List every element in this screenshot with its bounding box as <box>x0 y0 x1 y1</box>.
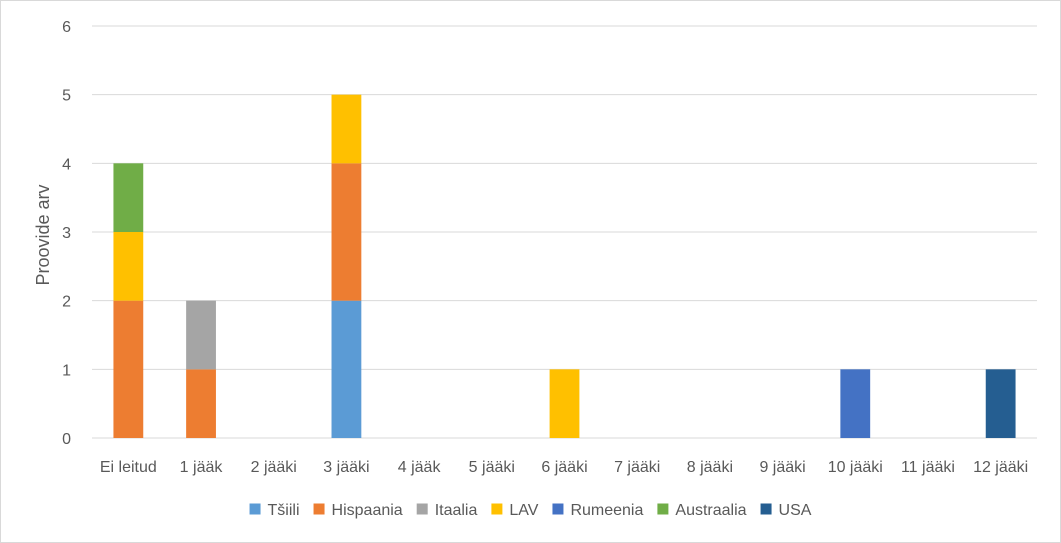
legend-swatch <box>249 503 261 515</box>
legend-label: Rumeenia <box>570 502 643 519</box>
x-tick-label: 5 jääki <box>469 459 515 476</box>
legend-swatch <box>313 503 325 515</box>
x-tick-label: 6 jääki <box>541 459 587 476</box>
bar-segment <box>985 369 1016 438</box>
x-tick-label: 8 jääki <box>687 459 733 476</box>
bars <box>113 94 1016 438</box>
legend-label: Austraalia <box>675 502 746 519</box>
y-tick-label: 2 <box>62 294 71 311</box>
x-tick-label: 11 jääki <box>901 459 955 476</box>
bar-segment <box>186 369 216 438</box>
legend-label: Tšiili <box>268 502 300 519</box>
bar-segment <box>331 94 362 164</box>
x-tick-label: 3 jääki <box>323 459 369 476</box>
legend-swatch <box>491 503 503 515</box>
x-tick-label: 4 jääk <box>398 459 442 476</box>
y-tick-label: 4 <box>62 156 71 173</box>
x-tick-label: 9 jääki <box>759 459 805 476</box>
x-tick-label: 10 jääki <box>828 459 883 476</box>
legend-label: Hispaania <box>332 502 403 519</box>
y-tick-label: 5 <box>62 88 71 105</box>
legend-swatch <box>416 503 428 515</box>
y-tick-label: 1 <box>62 362 71 379</box>
bar-segment <box>549 369 580 438</box>
bar-segment <box>186 300 216 370</box>
y-axis-title: Proovide arv <box>33 184 53 285</box>
gridlines <box>92 25 1037 439</box>
bar-segment <box>331 300 362 438</box>
bar-segment <box>113 232 144 301</box>
x-tick-label: 2 jääki <box>251 459 297 476</box>
legend: Tšiili Hispaania Itaalia LAV Rumeenia Austraa… <box>249 502 812 519</box>
x-tick-labels: Ei leitud 1 jääk 2 jääki 3 jääki 4 jääk 5 jää… <box>100 459 1028 476</box>
legend-label: Itaalia <box>435 502 478 519</box>
legend-swatch <box>760 503 772 515</box>
legend-swatch <box>657 503 669 515</box>
x-tick-label: Ei leitud <box>100 459 157 476</box>
legend-label: USA <box>779 502 812 519</box>
bar-segment <box>113 163 144 232</box>
y-tick-labels: 0 1 2 3 4 5 6 <box>62 19 71 448</box>
legend-label: LAV <box>509 502 538 519</box>
x-tick-label: 7 jääki <box>614 459 660 476</box>
x-tick-label: 12 jääki <box>973 459 1028 476</box>
x-tick-label: 1 jääk <box>180 459 224 476</box>
bar-segment <box>331 163 362 301</box>
y-tick-label: 3 <box>62 225 71 242</box>
y-tick-label: 6 <box>62 19 71 36</box>
legend-swatch <box>552 503 564 515</box>
bar-segment <box>840 369 871 438</box>
bar-segment <box>113 300 144 438</box>
y-tick-label: 0 <box>62 431 71 448</box>
